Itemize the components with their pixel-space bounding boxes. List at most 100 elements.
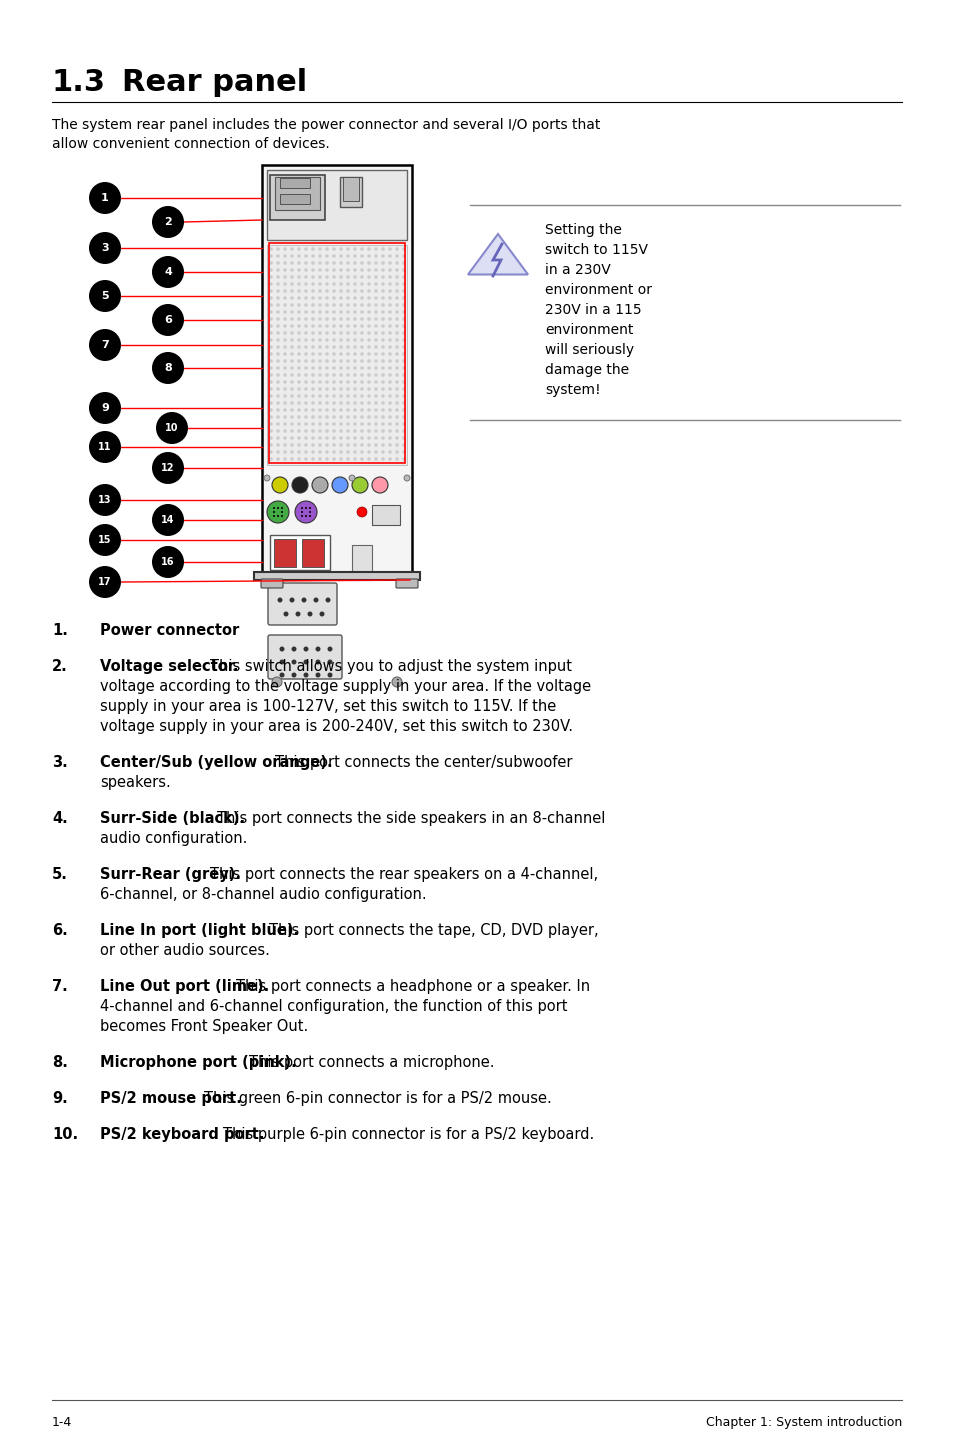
Circle shape: [290, 416, 294, 418]
Circle shape: [290, 443, 294, 447]
Circle shape: [388, 367, 392, 370]
Circle shape: [388, 443, 392, 447]
Circle shape: [346, 289, 350, 293]
Circle shape: [304, 360, 308, 362]
Circle shape: [374, 429, 377, 433]
Bar: [253, 572, 419, 580]
Circle shape: [360, 303, 363, 306]
Circle shape: [311, 282, 314, 286]
Circle shape: [381, 374, 384, 377]
Circle shape: [281, 510, 283, 513]
Circle shape: [367, 275, 371, 279]
Circle shape: [290, 367, 294, 370]
Circle shape: [339, 443, 342, 447]
Circle shape: [283, 367, 287, 370]
Text: voltage according to the voltage supply in your area. If the voltage: voltage according to the voltage supply …: [100, 679, 591, 695]
Text: Line In port (light blue).: Line In port (light blue).: [100, 923, 299, 938]
Circle shape: [367, 380, 371, 384]
Circle shape: [360, 345, 363, 349]
Circle shape: [395, 423, 398, 426]
Circle shape: [269, 423, 273, 426]
Circle shape: [283, 303, 287, 306]
Circle shape: [332, 289, 335, 293]
Circle shape: [318, 331, 321, 335]
Circle shape: [381, 275, 384, 279]
Text: Microphone port (pink).: Microphone port (pink).: [100, 1055, 296, 1070]
Circle shape: [402, 262, 405, 265]
Circle shape: [276, 324, 279, 328]
Circle shape: [311, 269, 314, 272]
Circle shape: [353, 318, 356, 321]
Circle shape: [283, 436, 287, 440]
Circle shape: [311, 289, 314, 293]
Circle shape: [290, 429, 294, 433]
Circle shape: [290, 247, 294, 250]
Bar: [274, 177, 319, 210]
Circle shape: [395, 352, 398, 355]
Circle shape: [360, 416, 363, 418]
Circle shape: [304, 374, 308, 377]
Circle shape: [339, 360, 342, 362]
Circle shape: [353, 367, 356, 370]
Circle shape: [367, 331, 371, 335]
Circle shape: [339, 296, 342, 299]
Circle shape: [332, 318, 335, 321]
Circle shape: [339, 401, 342, 406]
Circle shape: [297, 443, 300, 447]
Circle shape: [374, 367, 377, 370]
Circle shape: [346, 450, 350, 454]
Text: Center/Sub (yellow orange).: Center/Sub (yellow orange).: [100, 755, 333, 769]
Circle shape: [346, 255, 350, 257]
Circle shape: [367, 360, 371, 362]
Circle shape: [395, 331, 398, 335]
Circle shape: [360, 282, 363, 286]
Text: 6.: 6.: [52, 923, 68, 938]
Circle shape: [374, 289, 377, 293]
Circle shape: [332, 401, 335, 406]
Circle shape: [332, 255, 335, 257]
Circle shape: [346, 296, 350, 299]
Circle shape: [353, 429, 356, 433]
Circle shape: [276, 275, 279, 279]
Circle shape: [269, 387, 273, 391]
Circle shape: [301, 515, 303, 518]
Circle shape: [290, 255, 294, 257]
Circle shape: [269, 318, 273, 321]
Circle shape: [360, 408, 363, 411]
Circle shape: [304, 436, 308, 440]
Circle shape: [290, 318, 294, 321]
Circle shape: [318, 269, 321, 272]
Bar: [339, 177, 361, 207]
Circle shape: [388, 303, 392, 306]
Circle shape: [339, 387, 342, 391]
Circle shape: [402, 408, 405, 411]
Circle shape: [395, 324, 398, 328]
Circle shape: [318, 416, 321, 418]
Circle shape: [339, 311, 342, 313]
Circle shape: [276, 367, 279, 370]
Circle shape: [346, 247, 350, 250]
Circle shape: [292, 673, 296, 677]
Circle shape: [402, 436, 405, 440]
Circle shape: [89, 431, 121, 463]
Circle shape: [374, 282, 377, 286]
Circle shape: [360, 457, 363, 460]
Circle shape: [360, 360, 363, 362]
Circle shape: [360, 331, 363, 335]
Circle shape: [311, 324, 314, 328]
Circle shape: [395, 380, 398, 384]
Circle shape: [388, 247, 392, 250]
Circle shape: [327, 673, 333, 677]
Circle shape: [272, 677, 282, 687]
Circle shape: [381, 352, 384, 355]
Circle shape: [388, 457, 392, 460]
Circle shape: [374, 423, 377, 426]
Circle shape: [332, 416, 335, 418]
Text: This port connects the side speakers in an 8-channel: This port connects the side speakers in …: [216, 811, 605, 825]
Circle shape: [276, 360, 279, 362]
Circle shape: [339, 303, 342, 306]
Circle shape: [332, 360, 335, 362]
Circle shape: [304, 443, 308, 447]
Circle shape: [276, 338, 279, 342]
Circle shape: [304, 275, 308, 279]
